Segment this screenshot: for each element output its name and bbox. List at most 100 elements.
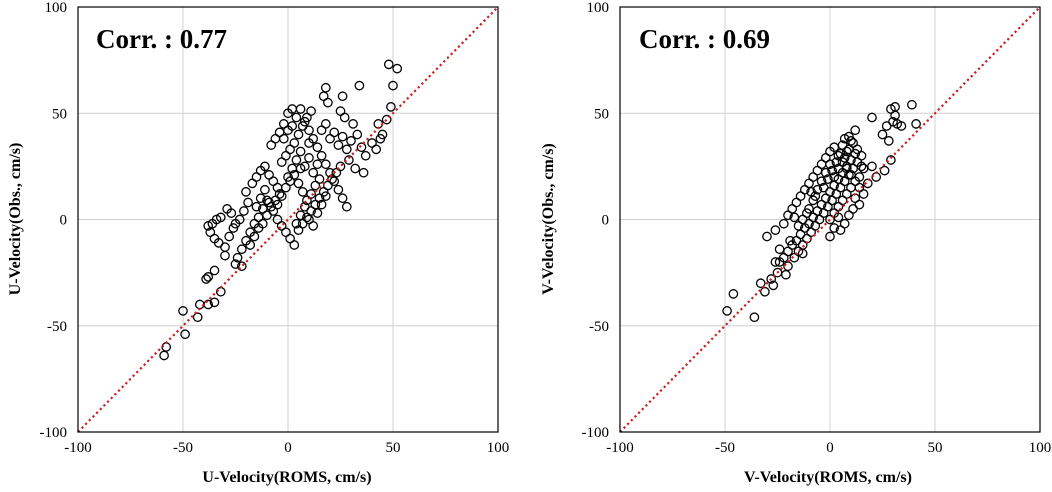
y-axis-label: U-Velocity(Obs., cm/s) (7, 143, 24, 296)
data-point (381, 114, 392, 125)
y-tick-label: 0 (602, 213, 610, 229)
data-point (831, 157, 842, 167)
data-point (178, 306, 188, 316)
data-point (308, 167, 319, 178)
data-point (806, 187, 816, 197)
data-point (358, 167, 369, 178)
data-point (241, 187, 251, 197)
data-point (890, 110, 900, 121)
data-point (306, 106, 316, 116)
data-point (297, 187, 308, 197)
data-point (827, 165, 837, 176)
x-tick-label: -50 (715, 440, 735, 456)
data-point (846, 182, 856, 193)
data-point (239, 206, 249, 216)
x-tick-label: 50 (386, 440, 401, 456)
data-point (304, 125, 314, 136)
data-point (243, 197, 253, 208)
data-point (850, 125, 861, 136)
data-point (320, 159, 331, 170)
data-point (766, 274, 777, 284)
x-tick-label: -50 (173, 440, 193, 456)
data-point (383, 59, 394, 70)
data-point (856, 161, 867, 172)
data-point (203, 299, 214, 310)
data-point (295, 210, 306, 221)
y-tick-label: -100 (582, 425, 610, 441)
data-point (245, 227, 256, 238)
data-point (241, 235, 251, 246)
data-point (770, 257, 781, 267)
y-tick-label: 50 (594, 106, 609, 122)
data-point (833, 212, 844, 223)
data-point (839, 133, 850, 144)
data-point (858, 189, 869, 199)
data-point (276, 191, 287, 201)
data-point (820, 167, 831, 178)
data-point (312, 142, 323, 153)
data-point (339, 112, 350, 123)
data-point (251, 201, 262, 212)
data-point (316, 199, 327, 210)
data-point (314, 174, 325, 184)
y-tick-label: -50 (589, 319, 609, 335)
data-point (348, 119, 358, 129)
data-point (760, 286, 770, 297)
data-point (293, 178, 304, 189)
data-point (320, 119, 331, 129)
data-point (224, 231, 235, 242)
data-point (262, 195, 272, 206)
data-point (274, 189, 285, 199)
y-tick-label: 50 (52, 106, 67, 122)
data-point (234, 214, 245, 225)
data-point (770, 225, 781, 235)
data-point (785, 235, 795, 246)
data-point (220, 242, 230, 252)
x-axis-label: V-Velocity(ROMS, cm/s) (744, 469, 912, 486)
data-point (755, 278, 766, 289)
x-axis-label: U-Velocity(ROMS, cm/s) (202, 469, 371, 486)
data-point (203, 272, 214, 282)
data-point (722, 306, 732, 316)
data-point (220, 250, 230, 261)
data-point (377, 129, 388, 140)
data-point (789, 252, 800, 263)
data-point (316, 150, 327, 161)
data-point (778, 218, 789, 229)
x-tick-label: 100 (1029, 440, 1052, 456)
data-point (272, 199, 283, 210)
data-point (341, 144, 352, 155)
data-point (879, 165, 890, 176)
data-point (346, 136, 356, 146)
data-point (789, 212, 800, 223)
data-point (781, 269, 791, 280)
data-point (215, 212, 226, 223)
data-point (295, 146, 306, 157)
data-point (350, 163, 361, 174)
data-point (816, 176, 827, 187)
data-point (867, 161, 877, 172)
data-point (291, 112, 302, 123)
data-point (862, 178, 873, 189)
data-point (333, 140, 344, 150)
data-point (312, 159, 323, 170)
data-point (312, 208, 323, 218)
y-tick-label: 0 (60, 213, 68, 229)
data-point (295, 104, 306, 114)
data-point (354, 80, 365, 91)
data-point (911, 119, 921, 129)
data-point (287, 121, 298, 131)
data-point (255, 193, 266, 204)
data-point (762, 231, 772, 242)
data-point (337, 91, 348, 102)
data-point (291, 218, 302, 229)
data-point (768, 280, 779, 291)
data-point (335, 161, 346, 172)
plot-area: -100 -50 0 50 100 100 50 0 -50 -100 (40, 0, 510, 456)
data-point (728, 289, 739, 299)
data-point (344, 155, 354, 165)
data-point (278, 133, 289, 144)
data-point (841, 146, 852, 157)
y-tick-label: -100 (40, 425, 68, 441)
